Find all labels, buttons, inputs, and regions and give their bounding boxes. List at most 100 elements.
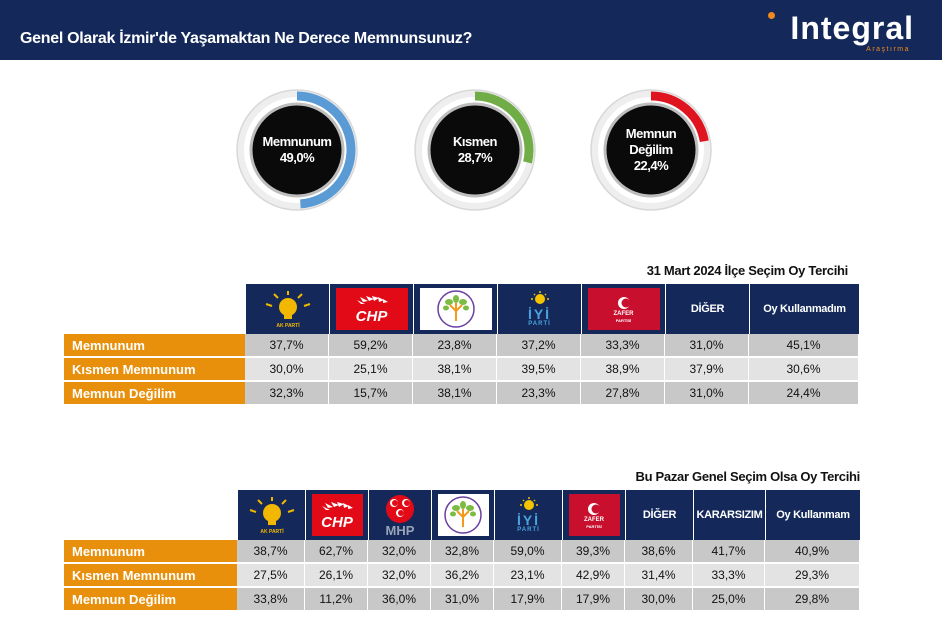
table-header-cell: AK PARTİ (245, 284, 329, 334)
table-cell: 25,1% (329, 358, 413, 382)
table-cell: 30,0% (625, 588, 693, 612)
table-header-cell: DİĞER (665, 284, 749, 334)
svg-text:AK PARTİ: AK PARTİ (260, 528, 284, 535)
iyi-logo: İYİ PARTİ (508, 496, 550, 534)
chp-logo: CHP (335, 288, 408, 330)
mhp-logo: MHP (383, 494, 417, 537)
donut-3: Memnun Değilim 22,4% (589, 88, 713, 212)
table-header-label: KARARSIZIM (696, 509, 763, 521)
brand-dot-icon (768, 12, 775, 19)
table-cell: 37,7% (245, 334, 329, 358)
table-header-cell: AK PARTİ (237, 490, 305, 540)
table-header-cell: İYİ PARTİ (497, 284, 581, 334)
donut-slice-label: Kısmen (453, 134, 497, 149)
table-header-cell: CHP (329, 284, 413, 334)
table1-title: 31 Mart 2024 İlçe Seçim Oy Tercihi (646, 263, 849, 278)
table-cell: 24,4% (749, 382, 859, 406)
table2-title: Bu Pazar Genel Seçim Olsa Oy Tercihi (635, 469, 860, 484)
table-cell: 31,4% (625, 564, 693, 588)
table-cell: 59,0% (494, 540, 562, 564)
table-cell: 37,2% (497, 334, 581, 358)
row-label: Memnun Değilim (64, 382, 245, 406)
donut-2: Kısmen 28,7% (413, 88, 537, 212)
donut-arc-3 (650, 91, 709, 143)
iyi-logo: İYİ PARTİ (519, 290, 561, 328)
table-cell: 40,9% (765, 540, 860, 564)
donut-slice-label: Memnunum (262, 134, 332, 149)
svg-text:AK PARTİ: AK PARTİ (276, 322, 300, 329)
table-cell: 23,3% (497, 382, 581, 406)
table-cell: 23,8% (413, 334, 497, 358)
table-cell: 38,9% (581, 358, 665, 382)
donut-slice-value: 28,7% (457, 150, 493, 165)
table-header-cell: KARARSIZIM (693, 490, 765, 540)
table-cell: 62,7% (305, 540, 368, 564)
table-cell: 26,1% (305, 564, 368, 588)
table-header-cell: ZAFER PARTİSİ (562, 490, 625, 540)
donut-slice-value: 49,0% (279, 150, 315, 165)
table-cell: 37,9% (665, 358, 749, 382)
table-cell: 41,7% (693, 540, 765, 564)
table-header-label: DİĞER (690, 303, 725, 315)
table-cell: 29,3% (765, 564, 860, 588)
table-cell: 32,0% (368, 540, 431, 564)
table-cell: 42,9% (562, 564, 625, 588)
donut-label: Memnun Değilim 22,4% (589, 88, 713, 212)
akp-logo: AK PARTİ (260, 289, 316, 329)
table-cell: 36,2% (431, 564, 494, 588)
table-cell: 33,3% (693, 564, 765, 588)
table-cell: 27,8% (581, 382, 665, 406)
donut-label: Kısmen 28,7% (413, 88, 537, 212)
table-cell: 33,3% (581, 334, 665, 358)
table-header-cell: Oy Kullanmadım (749, 284, 859, 334)
donut-arc-1 (296, 91, 356, 209)
donut-core (249, 102, 345, 198)
donut-1: Memnunum 49,0% (235, 88, 359, 212)
table-cell: 38,7% (237, 540, 305, 564)
table-cell: 30,6% (749, 358, 859, 382)
table-cell: 31,0% (665, 382, 749, 406)
table-cell: 38,1% (413, 382, 497, 406)
table-header-cell (413, 284, 497, 334)
table-header-cell: İYİ PARTİ (494, 490, 562, 540)
table-header-cell: ZAFER PARTİSİ (581, 284, 665, 334)
table-cell: 17,9% (562, 588, 625, 612)
table-header-cell: Oy Kullanmam (765, 490, 860, 540)
header-bar: Genel Olarak İzmir'de Yaşamaktan Ne Dere… (0, 0, 942, 60)
akp-logo: AK PARTİ (244, 495, 300, 535)
brand-logo: Integral Araştırma (764, 10, 914, 56)
donut-arc-2 (474, 91, 534, 164)
table-cell: 27,5% (237, 564, 305, 588)
chp-logo: CHP (311, 494, 363, 536)
zafer-logo: ZAFER PARTİSİ (587, 288, 660, 330)
donut-slice-label: Memnun Değilim (625, 126, 677, 157)
table-header-cell: MHP (368, 490, 431, 540)
table-cell: 31,0% (431, 588, 494, 612)
donut-slice-value: 22,4% (633, 158, 669, 173)
page-title: Genel Olarak İzmir'de Yaşamaktan Ne Dere… (20, 30, 473, 47)
table-cell: 39,3% (562, 540, 625, 564)
row-label: Kısmen Memnunum (64, 358, 245, 382)
donut-core (427, 102, 523, 198)
table-cell: 29,8% (765, 588, 860, 612)
dem-logo (437, 494, 489, 536)
table-header-cell: DİĞER (625, 490, 693, 540)
table-cell: 32,0% (368, 564, 431, 588)
row-label: Memnun Değilim (64, 588, 237, 612)
table-cell: 11,2% (305, 588, 368, 612)
table-cell: 45,1% (749, 334, 859, 358)
zafer-logo: ZAFER PARTİSİ (568, 494, 620, 536)
table-cell: 25,0% (693, 588, 765, 612)
table-cell: 15,7% (329, 382, 413, 406)
table-cell: 31,0% (665, 334, 749, 358)
table-cell: 32,8% (431, 540, 494, 564)
row-label: Memnunum (64, 540, 237, 564)
table-cell: 38,1% (413, 358, 497, 382)
table-cell: 23,1% (494, 564, 562, 588)
table-cell: 17,9% (494, 588, 562, 612)
brand-name: Integral (790, 10, 914, 46)
table-cell: 32,3% (245, 382, 329, 406)
table-header-label: Oy Kullanmadım (763, 303, 846, 315)
brand-subtitle: Araştırma (866, 46, 910, 53)
row-label: Memnunum (64, 334, 245, 358)
